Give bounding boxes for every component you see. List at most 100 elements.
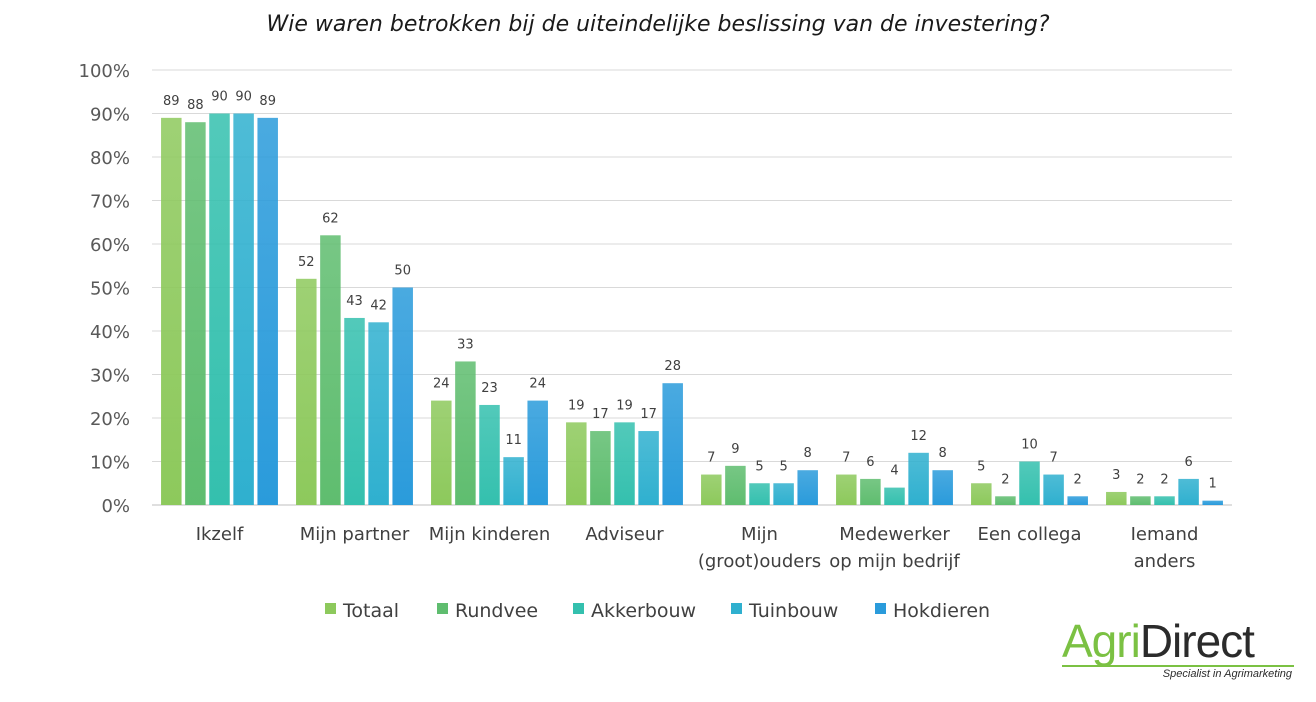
data-label: 11 (505, 433, 522, 448)
bar (527, 400, 548, 505)
logo-agri-text: Agri (1062, 615, 1141, 667)
data-label: 62 (322, 211, 339, 226)
chart-title: Wie waren betrokken bij de uiteindelijke… (266, 12, 1050, 37)
bar (257, 117, 278, 505)
data-label: 23 (481, 381, 498, 396)
bar (1178, 478, 1199, 505)
data-label: 3 (1112, 468, 1120, 483)
bar (344, 317, 365, 505)
bar (455, 361, 476, 505)
data-label: 7 (1049, 451, 1057, 466)
x-tick-label: Iemand (1131, 524, 1199, 545)
y-tick-label: 70% (90, 192, 130, 213)
data-label: 50 (394, 264, 411, 279)
y-tick-label: 40% (90, 322, 130, 343)
data-label: 90 (235, 90, 252, 105)
logo-underline (1062, 665, 1294, 667)
bar (1067, 496, 1088, 505)
bar (749, 483, 770, 505)
bar (233, 113, 254, 505)
y-tick-label: 80% (90, 148, 130, 169)
y-tick-label: 30% (90, 366, 130, 387)
logo-tagline: Specialist in Agrimarketing (1162, 668, 1292, 680)
legend-label: Hokdieren (893, 600, 990, 622)
bar (320, 235, 341, 506)
legend-swatch (731, 603, 742, 614)
data-label: 8 (804, 446, 812, 461)
data-label: 6 (866, 455, 874, 470)
data-label: 5 (755, 459, 763, 474)
x-tick-label: Mijn (741, 524, 778, 545)
bar (773, 483, 794, 505)
bar (725, 465, 746, 505)
data-label: 19 (568, 398, 585, 413)
data-label: 89 (163, 94, 180, 109)
bar (836, 474, 857, 505)
x-tick-label: Medewerker (839, 524, 950, 545)
data-label: 5 (977, 459, 985, 474)
bar (884, 487, 905, 505)
data-label: 2 (1001, 472, 1009, 487)
bar (1130, 496, 1151, 505)
data-label: 1 (1209, 477, 1217, 492)
data-label: 4 (890, 464, 898, 479)
logo-wordmark: AgriDirect (1062, 615, 1255, 667)
bar (1154, 496, 1175, 505)
legend-swatch (573, 603, 584, 614)
data-label: 7 (707, 451, 715, 466)
data-label: 5 (779, 459, 787, 474)
bar (614, 422, 635, 505)
x-tick-label: Mijn partner (300, 524, 410, 545)
legend-label: Akkerbouw (591, 600, 696, 622)
data-label: 24 (433, 377, 450, 392)
y-tick-label: 50% (90, 279, 130, 300)
bar (209, 113, 230, 505)
y-tick-label: 0% (101, 496, 130, 517)
data-label: 6 (1184, 455, 1192, 470)
data-label: 17 (640, 407, 657, 422)
data-label: 88 (187, 98, 204, 113)
data-label: 24 (529, 377, 546, 392)
y-tick-label: 10% (90, 453, 130, 474)
data-label: 52 (298, 255, 315, 270)
x-tick-label: anders (1134, 551, 1196, 572)
y-tick-label: 100% (79, 61, 130, 82)
data-label: 2 (1160, 472, 1168, 487)
bar (971, 483, 992, 505)
legend-swatch (325, 603, 336, 614)
bar (479, 404, 500, 505)
data-label: 8 (939, 446, 947, 461)
y-tick-label: 20% (90, 409, 130, 430)
x-tick-label: Mijn kinderen (429, 524, 550, 545)
bar (1043, 474, 1064, 505)
data-label: 17 (592, 407, 609, 422)
legend-label: Totaal (342, 600, 399, 622)
data-label: 90 (211, 90, 228, 105)
data-label: 43 (346, 294, 363, 309)
bar (995, 496, 1016, 505)
bar (431, 400, 452, 505)
bar (296, 278, 317, 505)
agridirect-logo: AgriDirect Specialist in Agrimarketing (1058, 618, 1298, 684)
x-tick-label: (groot)ouders (698, 551, 821, 572)
bar (701, 474, 722, 505)
data-label: 19 (616, 398, 633, 413)
data-label: 10 (1021, 438, 1038, 453)
bar (797, 470, 818, 505)
legend-swatch (875, 603, 886, 614)
bar (908, 452, 929, 505)
data-label: 89 (259, 94, 276, 109)
data-label: 2 (1074, 472, 1082, 487)
bar (590, 431, 611, 505)
legend-swatch (437, 603, 448, 614)
x-tick-label: op mijn bedrijf (829, 551, 960, 572)
y-tick-label: 90% (90, 105, 130, 126)
data-label: 33 (457, 337, 474, 352)
data-label: 9 (731, 442, 739, 457)
bar (503, 457, 524, 505)
bar (860, 478, 881, 505)
bar (1106, 491, 1127, 505)
bar (1202, 500, 1223, 505)
data-label: 28 (664, 359, 681, 374)
